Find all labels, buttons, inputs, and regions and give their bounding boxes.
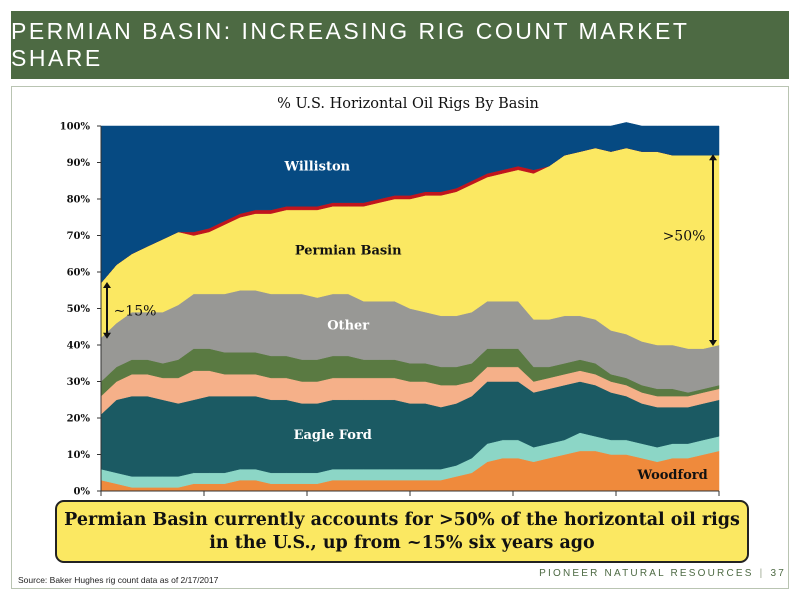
callout-line-1: Permian Basin currently accounts for >50… xyxy=(64,509,740,530)
area-williston xyxy=(100,122,720,284)
y-tick-label: 30% xyxy=(67,377,91,388)
annotation-current-share: >50% xyxy=(663,229,706,245)
start-share-arrow xyxy=(103,281,111,339)
series-label-williston: Williston xyxy=(284,160,351,175)
y-tick-label: 90% xyxy=(67,158,91,169)
footer-separator: | xyxy=(759,568,765,579)
y-tick-label: 50% xyxy=(67,304,91,315)
y-tick-label: 60% xyxy=(67,268,91,279)
arrow-head xyxy=(103,281,111,288)
y-tick-label: 0% xyxy=(74,487,91,498)
annotation-start-share: ~15% xyxy=(114,303,157,319)
arrow-head xyxy=(709,340,717,346)
y-tick-label: 20% xyxy=(67,414,91,425)
page-number: 37 xyxy=(770,568,786,579)
footer-company: PIONEER NATURAL RESOURCES xyxy=(539,568,754,579)
content-frame xyxy=(11,86,789,589)
source-note: Source: Baker Hughes rig count data as o… xyxy=(18,575,219,585)
key-takeaway-callout: Permian Basin currently accounts for >50… xyxy=(55,500,749,563)
y-tick-label: 10% xyxy=(67,450,91,461)
footer: PIONEER NATURAL RESOURCES | 37 xyxy=(539,568,786,579)
current-share-arrow xyxy=(709,154,717,346)
series-label-other: Other xyxy=(327,318,369,333)
y-tick-label: 100% xyxy=(60,122,91,133)
y-tick-label: 40% xyxy=(67,341,91,352)
series-label-eagle-ford: Eagle Ford xyxy=(294,428,372,443)
callout-line-2: in the U.S., up from ~15% six years ago xyxy=(209,532,595,553)
page-title: PERMIAN BASIN: INCREASING RIG COUNT MARK… xyxy=(11,18,689,71)
series-label-woodford: Woodford xyxy=(637,468,708,483)
title-banner: PERMIAN BASIN: INCREASING RIG COUNT MARK… xyxy=(11,11,789,79)
y-tick-label: 70% xyxy=(67,231,91,242)
arrow-head xyxy=(103,332,111,339)
y-tick-label: 80% xyxy=(67,195,91,206)
series-label-permian-basin: Permian Basin xyxy=(295,244,402,259)
arrow-head xyxy=(709,154,717,161)
chart-title: % U.S. Horizontal Oil Rigs By Basin xyxy=(277,96,539,112)
